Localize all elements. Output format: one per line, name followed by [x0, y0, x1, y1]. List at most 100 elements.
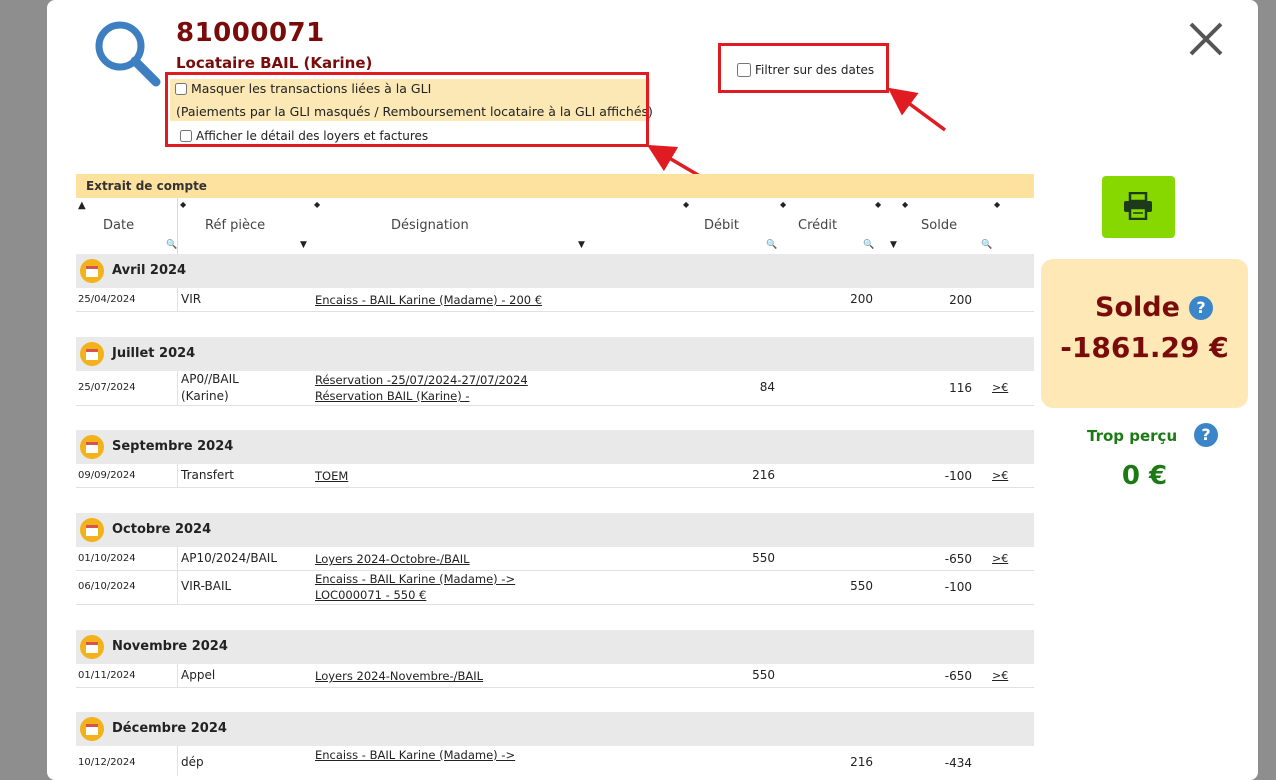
col-designation[interactable]: Désignation [391, 218, 469, 233]
search-filter-icon[interactable]: 🔍 [863, 240, 875, 250]
balance-panel [1041, 259, 1248, 408]
help-icon[interactable]: ? [1194, 423, 1218, 447]
designation-link[interactable]: Encaiss - BAIL Karine (Madame) - 200 € [315, 293, 543, 307]
row-date: 10/12/2024 [78, 757, 136, 768]
date-filter-checkbox[interactable] [737, 63, 751, 77]
column-divider [177, 571, 178, 604]
col-solde[interactable]: Solde [921, 218, 958, 233]
search-filter-icon[interactable]: 🔍 [166, 240, 178, 250]
highlight-frame [165, 72, 649, 147]
sort-icon[interactable]: ◆ [902, 200, 909, 209]
row-designation[interactable]: Loyers 2024-Octobre-/BAIL [315, 551, 545, 567]
row-designation[interactable]: Encaiss - BAIL Karine (Madame) -> [315, 747, 545, 763]
payment-action-link[interactable]: >€ [992, 469, 1009, 482]
month-header: Avril 2024 [76, 254, 1034, 288]
row-credit: 216 [850, 755, 873, 769]
close-icon[interactable] [1187, 20, 1225, 58]
table-row[interactable]: 06/10/2024 VIR-BAIL Encaiss - BAIL Karin… [76, 571, 1034, 605]
row-date: 25/04/2024 [78, 294, 136, 305]
table-row[interactable]: 25/07/2024 AP0//BAIL (Karine) Réservatio… [76, 371, 1034, 406]
month-header: Septembre 2024 [76, 430, 1034, 464]
row-ref: VIR-BAIL [181, 579, 232, 593]
search-filter-icon[interactable]: 🔍 [766, 240, 778, 250]
designation-link[interactable]: Encaiss - BAIL Karine (Madame) -> [315, 572, 516, 586]
sort-icon[interactable]: ◆ [780, 200, 787, 209]
row-designation[interactable]: Encaiss - BAIL Karine (Madame) -> LOC000… [315, 571, 545, 603]
month-header: Décembre 2024 [76, 712, 1034, 746]
col-date[interactable]: Date [103, 218, 135, 233]
designation-link[interactable]: Réservation BAIL (Karine) - [315, 389, 470, 403]
month-header: Novembre 2024 [76, 630, 1034, 664]
column-divider [177, 371, 178, 405]
column-divider [177, 288, 178, 311]
month-label: Septembre 2024 [112, 439, 234, 454]
row-credit: 550 [850, 579, 873, 593]
row-date: 25/07/2024 [78, 382, 136, 393]
payment-action-link[interactable]: >€ [992, 381, 1009, 394]
trop-percu-value: 0 € [1121, 461, 1168, 491]
designation-link[interactable]: TOEM [315, 469, 349, 483]
designation-link[interactable]: Réservation -25/07/2024-27/07/2024 [315, 373, 528, 387]
solde-label: Solde [1095, 292, 1180, 323]
search-filter-icon[interactable]: 🔍 [981, 240, 993, 250]
sort-icon[interactable]: ◆ [875, 200, 882, 209]
row-solde: -650 [944, 552, 972, 566]
sort-icon[interactable]: ◆ [994, 200, 1001, 209]
designation-link[interactable]: LOC000071 - 550 € [315, 588, 427, 602]
month-label: Novembre 2024 [112, 639, 228, 654]
row-ref: Transfert [181, 468, 234, 482]
designation-link[interactable]: Encaiss - BAIL Karine (Madame) -> [315, 748, 516, 762]
col-credit[interactable]: Crédit [798, 218, 838, 233]
printer-icon [1124, 192, 1152, 220]
col-debit[interactable]: Débit [704, 218, 739, 233]
row-credit: 200 [850, 292, 873, 306]
calendar-icon [80, 342, 104, 366]
row-ref: dép [181, 755, 204, 769]
col-ref[interactable]: Réf pièce [205, 218, 266, 233]
help-icon[interactable]: ? [1189, 296, 1213, 320]
mask-gli-option[interactable]: Masquer les transactions liées à la GLI [175, 81, 431, 96]
funnel-filter-icon[interactable]: ▼ [890, 240, 897, 250]
calendar-icon [80, 435, 104, 459]
show-detail-option[interactable]: Afficher le détail des loyers et facture… [180, 129, 428, 143]
date-filter-option[interactable]: Filtrer sur des dates [737, 63, 874, 77]
row-solde: -100 [944, 580, 972, 594]
payment-action-link[interactable]: >€ [992, 552, 1009, 565]
funnel-filter-icon[interactable]: ▼ [578, 240, 585, 250]
mask-gli-checkbox[interactable] [175, 82, 187, 95]
row-designation[interactable]: TOEM [315, 468, 545, 484]
sort-icon[interactable]: ◆ [683, 200, 690, 209]
sort-icon[interactable]: ◆ [180, 200, 187, 209]
print-button[interactable] [1102, 176, 1175, 238]
show-detail-label: Afficher le détail des loyers et facture… [196, 129, 429, 143]
row-designation[interactable]: Réservation -25/07/2024-27/07/2024 Réser… [315, 372, 575, 404]
calendar-icon [80, 717, 104, 741]
column-divider [177, 198, 178, 254]
mask-gli-label: Masquer les transactions liées à la GLI [191, 81, 432, 96]
sort-icon[interactable]: ◆ [314, 200, 321, 209]
row-debit: 84 [759, 380, 775, 394]
highlight-frame [718, 43, 889, 93]
month-header: Juillet 2024 [76, 337, 1034, 371]
funnel-filter-icon[interactable]: ▼ [300, 240, 307, 250]
calendar-icon [80, 518, 104, 542]
row-solde: 200 [949, 293, 972, 307]
sort-asc-icon[interactable]: ▲ [78, 200, 86, 211]
table-row[interactable]: 25/04/2024 VIR Encaiss - BAIL Karine (Ma… [76, 288, 1034, 312]
account-number: 81000071 [176, 18, 325, 48]
table-row[interactable]: 01/10/2024 AP10/2024/BAIL Loyers 2024-Oc… [76, 547, 1034, 571]
designation-link[interactable]: Loyers 2024-Octobre-/BAIL [315, 552, 470, 566]
row-designation[interactable]: Encaiss - BAIL Karine (Madame) - 200 € [315, 292, 545, 308]
table-row[interactable]: 09/09/2024 Transfert TOEM 216 -100 >€ [76, 464, 1034, 488]
designation-link[interactable]: Loyers 2024-Novembre-/BAIL [315, 669, 484, 683]
row-date: 01/11/2024 [78, 670, 136, 681]
row-ref: Appel [181, 668, 216, 682]
calendar-icon [80, 259, 104, 283]
row-solde: -650 [944, 669, 972, 683]
table-row[interactable]: 10/12/2024 dép Encaiss - BAIL Karine (Ma… [76, 746, 1034, 776]
show-detail-checkbox[interactable] [180, 130, 192, 142]
table-row[interactable]: 01/11/2024 Appel Loyers 2024-Novembre-/B… [76, 664, 1034, 688]
row-date: 09/09/2024 [78, 470, 136, 481]
payment-action-link[interactable]: >€ [992, 669, 1009, 682]
row-designation[interactable]: Loyers 2024-Novembre-/BAIL [315, 668, 545, 684]
